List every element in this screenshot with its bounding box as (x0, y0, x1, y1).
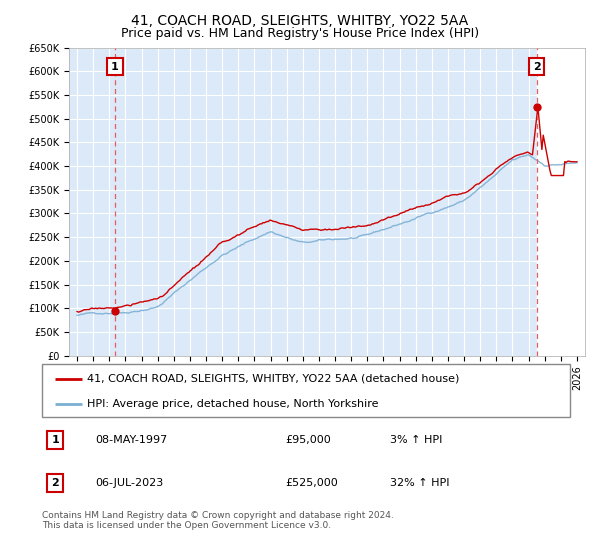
Text: 2: 2 (52, 478, 59, 488)
Text: 32% ↑ HPI: 32% ↑ HPI (391, 478, 450, 488)
Text: £95,000: £95,000 (285, 435, 331, 445)
Text: 41, COACH ROAD, SLEIGHTS, WHITBY, YO22 5AA (detached house): 41, COACH ROAD, SLEIGHTS, WHITBY, YO22 5… (87, 374, 459, 384)
Bar (69, 48, 536, 356)
Text: Price paid vs. HM Land Registry's House Price Index (HPI): Price paid vs. HM Land Registry's House … (121, 27, 479, 40)
Text: 41, COACH ROAD, SLEIGHTS, WHITBY, YO22 5AA: 41, COACH ROAD, SLEIGHTS, WHITBY, YO22 5… (131, 14, 469, 28)
Bar (536, 48, 585, 356)
Text: 08-MAY-1997: 08-MAY-1997 (95, 435, 167, 445)
Text: 1: 1 (111, 62, 119, 72)
Text: 2: 2 (533, 62, 541, 72)
Text: HPI: Average price, detached house, North Yorkshire: HPI: Average price, detached house, Nort… (87, 399, 379, 409)
Text: Contains HM Land Registry data © Crown copyright and database right 2024.
This d: Contains HM Land Registry data © Crown c… (42, 511, 394, 530)
Text: £525,000: £525,000 (285, 478, 338, 488)
Text: 06-JUL-2023: 06-JUL-2023 (95, 478, 163, 488)
Text: 3% ↑ HPI: 3% ↑ HPI (391, 435, 443, 445)
Text: 1: 1 (52, 435, 59, 445)
